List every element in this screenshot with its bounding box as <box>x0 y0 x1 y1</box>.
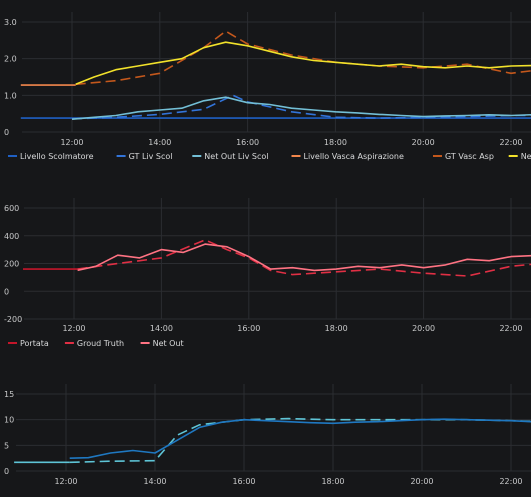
x-tick-label: 14:00 <box>150 324 173 333</box>
chart-panel-2: -200 0 200 400 600 12:00 14:00 16:00 18:00 20:00 2… <box>4 198 531 348</box>
x-tick-label: 12:00 <box>60 138 83 147</box>
x-tick-label: 20:00 <box>412 138 435 147</box>
series-line-series-2 <box>69 417 531 464</box>
y-tick-label: 15 <box>4 390 14 399</box>
x-tick-label: 18:00 <box>325 324 348 333</box>
x-tick-label: 14:00 <box>143 477 166 486</box>
y-tick-label: 2.0 <box>4 55 17 64</box>
chart-panel-3: 0 5 10 15 12:00 14:00 16:00 18:00 20:00 22:00 <box>4 384 531 486</box>
legend-label[interactable]: Net Out Vasc Asp <box>521 152 531 161</box>
legend-label[interactable]: Livello Vasca Aspirazione <box>304 152 405 161</box>
x-tick-label: 22:00 <box>499 138 522 147</box>
x-tick-label: 16:00 <box>236 138 259 147</box>
x-tick-label: 18:00 <box>324 138 347 147</box>
y-tick-label: -200 <box>4 315 22 324</box>
series-line-net-out-vasc-asp <box>75 41 531 86</box>
y-tick-label: 600 <box>4 204 19 213</box>
y-tick-label: 400 <box>4 232 19 241</box>
y-tick-label: 0 <box>4 287 9 296</box>
y-tick-label: 0 <box>4 467 9 476</box>
y-tick-label: 5 <box>4 441 9 450</box>
series-line-gt-liv-scol <box>71 94 531 120</box>
series-line-series-3 <box>69 418 531 459</box>
x-tick-label: 12:00 <box>62 324 85 333</box>
y-tick-label: 0 <box>4 128 9 137</box>
legend-label[interactable]: Net Out Liv Scol <box>204 152 268 161</box>
series-line-net-out <box>77 243 531 272</box>
legend-label[interactable]: GT Vasc Asp <box>445 152 494 161</box>
y-tick-label: 10 <box>4 416 14 425</box>
x-tick-label: 14:00 <box>148 138 171 147</box>
x-tick-label: 12:00 <box>54 477 77 486</box>
x-tick-label: 18:00 <box>321 477 344 486</box>
x-tick-label: 16:00 <box>237 324 260 333</box>
y-tick-label: 1.0 <box>4 91 17 100</box>
y-tick-label: 3.0 <box>4 18 17 27</box>
series-line-net-out-liv-scol <box>71 96 531 120</box>
legend-label[interactable]: GT Liv Scol <box>129 152 173 161</box>
chart-panel-1: 0 1.0 2.0 3.0 12:00 14:00 16:00 18:00 20:00 22:00… <box>4 12 531 161</box>
legend-label[interactable]: Groud Truth <box>77 339 124 348</box>
legend-label[interactable]: Livello Scolmatore <box>20 152 94 161</box>
x-tick-label: 20:00 <box>410 477 433 486</box>
series-line-gt-vasc-asp <box>75 30 531 86</box>
legend-label[interactable]: Net Out <box>153 339 184 348</box>
x-tick-label: 16:00 <box>232 477 255 486</box>
x-tick-label: 22:00 <box>499 324 522 333</box>
series-line-groud-truth <box>77 239 531 277</box>
y-tick-label: 200 <box>4 260 19 269</box>
x-tick-label: 22:00 <box>499 477 522 486</box>
x-tick-label: 20:00 <box>412 324 435 333</box>
legend-label[interactable]: Portata <box>20 339 49 348</box>
